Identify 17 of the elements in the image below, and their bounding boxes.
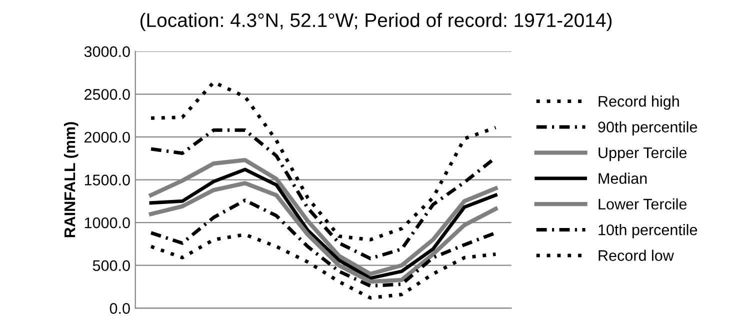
y-tick-label: 0.0 (110, 303, 130, 314)
y-tick-label: 2500.0 (84, 89, 130, 100)
legend-label: Record high (598, 96, 679, 110)
legend-label: Median (598, 172, 647, 184)
y-tick-label: 3000.0 (84, 46, 130, 58)
y-tick-label: 2000.0 (84, 132, 130, 143)
chart-subtitle: (Location: 4.3°N, 52.1°W; Period of record: 1971-2014) (140, 12, 612, 31)
legend-label: Record low (598, 250, 674, 261)
legend-label: Lower Tercile (598, 198, 687, 210)
legend-label: Upper Tercile (598, 146, 687, 162)
y-axis-title: RAINFALL (mm) (64, 122, 78, 238)
line-series (149, 232, 498, 300)
y-tick-label: 1000.0 (84, 217, 130, 228)
y-tick-label: 500.0 (92, 260, 130, 272)
legend-label: 10th percentile (598, 224, 698, 238)
legend-label: 90th percentile (598, 121, 698, 136)
y-tick-label: 1500.0 (84, 174, 130, 186)
